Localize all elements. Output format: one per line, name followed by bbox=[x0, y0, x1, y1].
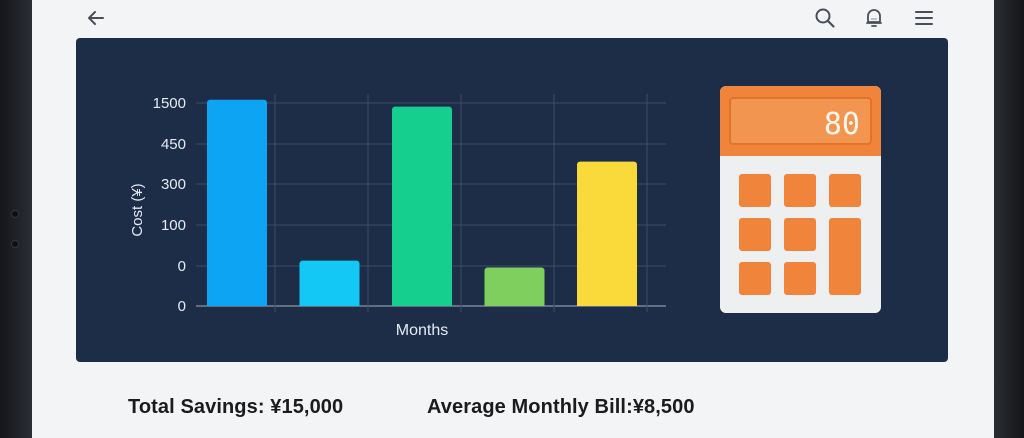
hamburger-menu-icon[interactable] bbox=[910, 4, 938, 32]
calculator-key bbox=[784, 218, 816, 251]
bar-chart: 0 0 100 300 450 1500 Cost (¥) Months bbox=[129, 94, 666, 339]
chart-bar bbox=[207, 99, 267, 306]
camera-dot bbox=[11, 210, 19, 218]
chart-bar bbox=[392, 106, 452, 306]
calculator-key bbox=[739, 218, 771, 251]
chart-bar bbox=[577, 161, 637, 306]
calculator-key bbox=[784, 262, 816, 295]
calculator-illustration: 80 bbox=[720, 86, 881, 313]
calculator-key bbox=[829, 174, 861, 207]
chart-bar bbox=[299, 260, 360, 306]
y-tick-label: 100 bbox=[161, 217, 186, 234]
calculator-key bbox=[784, 174, 816, 207]
device-bezel-right bbox=[994, 0, 1024, 438]
calculator-key bbox=[739, 262, 771, 295]
sensor-dot bbox=[11, 240, 19, 248]
device-bezel-left bbox=[0, 0, 32, 438]
average-monthly-bill-text: Average Monthly Bill:¥8,500 bbox=[427, 396, 695, 418]
calculator-key bbox=[829, 218, 861, 295]
arrow-left-icon[interactable] bbox=[82, 4, 110, 32]
app-screen: 0 0 100 300 450 1500 Cost (¥) Months 80 bbox=[32, 0, 994, 438]
y-tick-label: 300 bbox=[161, 176, 186, 193]
y-axis-label: Cost (¥) bbox=[129, 183, 146, 236]
search-icon[interactable] bbox=[811, 4, 839, 32]
top-toolbar bbox=[32, 0, 994, 36]
chart-bar bbox=[484, 267, 545, 306]
chart-card: 0 0 100 300 450 1500 Cost (¥) Months 80 bbox=[76, 38, 948, 362]
bell-icon[interactable] bbox=[860, 4, 888, 32]
y-tick-label: 1500 bbox=[153, 95, 186, 112]
y-tick-label: 0 bbox=[178, 298, 186, 315]
calculator-key bbox=[739, 174, 771, 207]
y-tick-label: 0 bbox=[178, 258, 186, 275]
calculator-display: 80 bbox=[824, 107, 860, 142]
x-axis-label: Months bbox=[396, 322, 448, 339]
total-savings-text: Total Savings: ¥15,000 bbox=[128, 396, 344, 418]
y-tick-label: 450 bbox=[161, 136, 186, 153]
